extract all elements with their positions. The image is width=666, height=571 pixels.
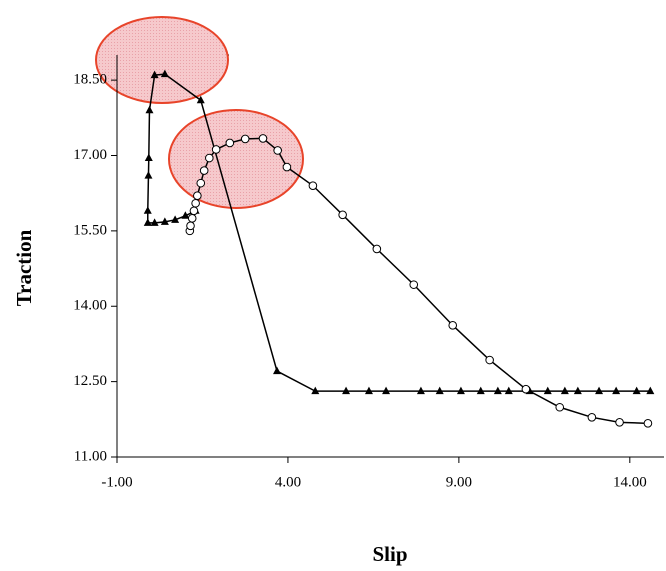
circle-marker bbox=[521, 384, 531, 394]
triangle-marker bbox=[311, 386, 320, 395]
circle-marker bbox=[186, 221, 195, 231]
circle-marker bbox=[273, 146, 282, 155]
triangle-marker bbox=[160, 69, 169, 78]
triangle-marker bbox=[435, 386, 444, 395]
x-tick-label: 14.00 bbox=[613, 474, 647, 490]
triangle-marker bbox=[476, 386, 485, 395]
circle-marker bbox=[308, 181, 318, 190]
triangle-marker bbox=[196, 95, 205, 104]
triangle-marker bbox=[150, 218, 159, 226]
triangle-marker bbox=[144, 171, 153, 179]
circle-marker bbox=[409, 280, 419, 289]
triangle-marker bbox=[456, 386, 465, 395]
triangle-marker bbox=[342, 386, 351, 395]
triangle-marker bbox=[632, 386, 641, 395]
triangle-marker bbox=[272, 366, 281, 375]
triangle-marker bbox=[160, 217, 169, 225]
triangle-marker bbox=[143, 206, 152, 214]
y-tick-label: 18.50 bbox=[73, 72, 107, 88]
triangle-marker bbox=[150, 70, 159, 79]
triangle-marker bbox=[646, 386, 655, 395]
circle-marker bbox=[189, 206, 199, 216]
circle-marker bbox=[240, 134, 250, 144]
triangle-marker bbox=[171, 215, 180, 223]
x-tick-label: 4.00 bbox=[275, 474, 301, 490]
circle-marker bbox=[372, 244, 382, 254]
circle-marker bbox=[555, 402, 565, 412]
triangle-marker bbox=[144, 153, 153, 162]
x-axis-title: Slip bbox=[372, 542, 407, 566]
circle-marker bbox=[225, 138, 235, 148]
circle-marker bbox=[258, 134, 268, 143]
triangle-marker bbox=[145, 105, 154, 114]
circle-marker bbox=[282, 162, 292, 172]
y-tick-label: 11.00 bbox=[74, 448, 107, 464]
triangle-marker bbox=[504, 386, 513, 395]
circle-marker bbox=[205, 153, 214, 163]
triangle-marker bbox=[382, 386, 391, 395]
y-axis-title: Traction bbox=[12, 229, 36, 306]
y-tick-label: 17.00 bbox=[73, 147, 107, 163]
circle-marker bbox=[643, 419, 653, 428]
circle-marker bbox=[196, 178, 206, 188]
x-tick-label: 9.00 bbox=[446, 474, 472, 490]
triangle-marker bbox=[595, 386, 604, 395]
circle-marker bbox=[485, 355, 494, 365]
circle-marker bbox=[448, 321, 458, 330]
triangle-marker bbox=[181, 211, 190, 219]
triangle-marker bbox=[364, 386, 373, 395]
circle-marker bbox=[193, 191, 202, 200]
triangle-marker bbox=[612, 386, 621, 395]
circle-marker bbox=[199, 166, 209, 175]
triangle-marker bbox=[143, 218, 152, 226]
triangle-marker bbox=[543, 386, 552, 395]
triangle-marker bbox=[493, 386, 502, 395]
triangle-marker bbox=[573, 386, 582, 395]
circle-marker bbox=[191, 198, 200, 208]
highlight-ellipse bbox=[95, 16, 229, 104]
triangle-marker bbox=[416, 386, 425, 395]
y-tick-label: 12.50 bbox=[73, 373, 107, 389]
y-tick-label: 14.00 bbox=[73, 298, 107, 314]
circle-marker bbox=[187, 214, 197, 223]
triangle-marker bbox=[560, 386, 569, 395]
y-tick-label: 15.50 bbox=[73, 222, 107, 238]
circle-marker bbox=[587, 413, 597, 422]
x-tick-label: -1.00 bbox=[101, 474, 132, 490]
circle-marker bbox=[615, 418, 624, 427]
circle-marker bbox=[338, 210, 347, 220]
circle-marker bbox=[211, 145, 221, 154]
